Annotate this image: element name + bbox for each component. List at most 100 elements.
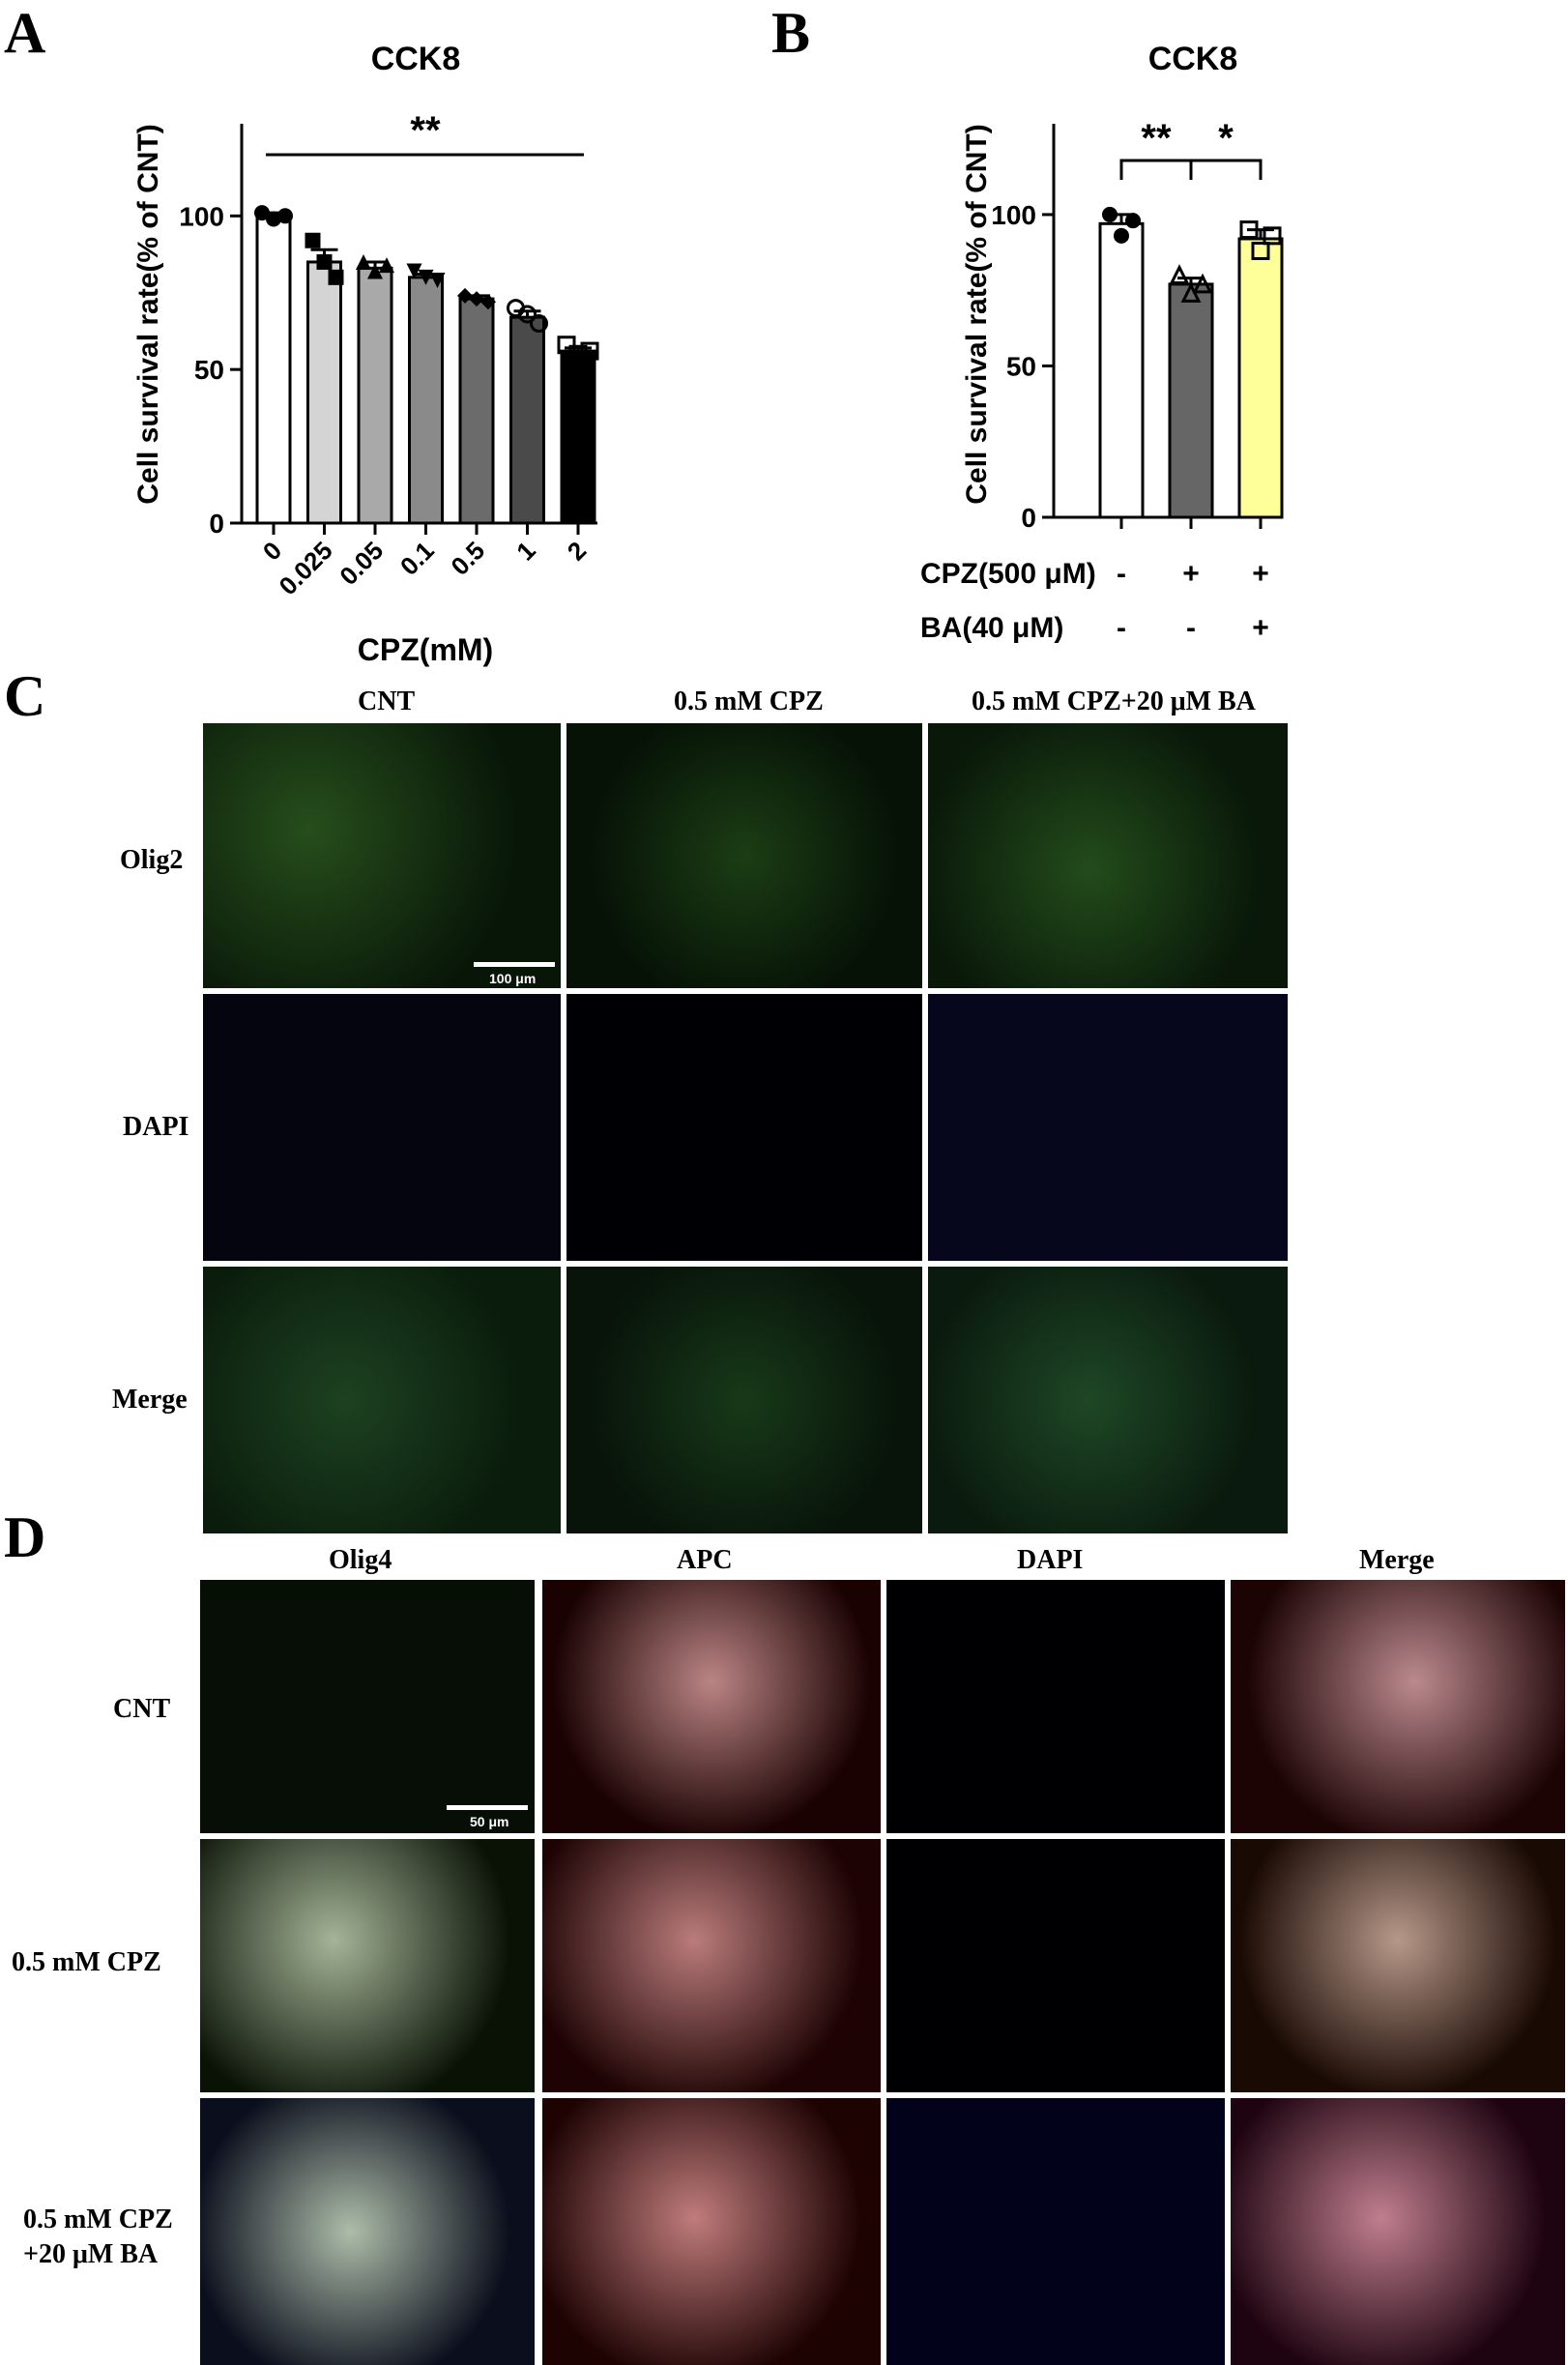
- panel-c-scale-label: 100 μm: [489, 971, 537, 986]
- chart-a-bar-1: [306, 260, 342, 525]
- chart-a-ylabel: Cell survival rate(% of CNT): [132, 124, 164, 504]
- panel-d-apc-cpz-ba-image: [542, 2098, 881, 2365]
- panel-c-col-label-cnt: CNT: [358, 686, 416, 716]
- chart-a-point-6-0: [557, 336, 576, 355]
- panel-d-merge-cpz-image: [1231, 1839, 1565, 2092]
- chart-a-point-4-0: [457, 287, 473, 304]
- chart-a-point-3-1: [418, 269, 434, 285]
- chart-a-xtick-label-6: 2: [562, 536, 592, 566]
- chart-a-point-1-0: [305, 232, 321, 248]
- chart-a-ytick-label-2: 100: [179, 201, 224, 231]
- chart-a-point-4-2: [480, 294, 496, 310]
- chart-a-point-1-1: [316, 253, 333, 270]
- chart-a-point-0-1: [266, 211, 281, 227]
- chart-b-point-2-1: [1251, 241, 1270, 260]
- panel-c-olig2-cpz-ba-image: [928, 723, 1288, 988]
- chart-b-point-0-0: [1102, 206, 1118, 222]
- chart-b-significance-label-2: *: [1218, 117, 1234, 160]
- chart-a-point-5-2: [530, 314, 548, 333]
- chart-a-point-6-2: [580, 341, 599, 361]
- chart-b-point-1-0: [1169, 264, 1190, 285]
- panel-d-dapi-cpz-ba-image: [886, 2098, 1225, 2365]
- chart-b-row-label-cpz: CPZ(500 μM): [920, 558, 1096, 590]
- chart-b-bracket-1: [1119, 159, 1193, 180]
- chart-b-row-0-value-1: +: [1182, 558, 1200, 590]
- chart-b-bar-2: [1237, 237, 1284, 519]
- chart-b-ytick-label-0: 0: [1021, 503, 1036, 533]
- chart-a-bar-3: [408, 276, 444, 525]
- chart-b-row-0-value-2: +: [1252, 558, 1269, 590]
- panel-c-merge-cpz-image: [566, 1267, 922, 1533]
- chart-b-bar-0: [1098, 221, 1145, 519]
- panel-letter-b: B: [771, 1, 811, 65]
- chart-b-title: CCK8: [1148, 41, 1238, 77]
- panel-d-col-label-olig4: Olig4: [329, 1545, 392, 1575]
- chart-a-point-5-1: [518, 305, 537, 324]
- panel-letter-d: D: [4, 1505, 46, 1569]
- panel-d-dapi-cnt-image: [886, 1580, 1225, 1833]
- panel-d-row-label-cnt: CNT: [113, 1694, 171, 1724]
- panel-d-apc-cnt-image: [542, 1580, 881, 1833]
- panel-d-olig4-cnt-image: [200, 1580, 535, 1833]
- panel-d-col-label-merge: Merge: [1359, 1545, 1435, 1575]
- panel-c-col-label-cpz-ba: 0.5 mM CPZ+20 μM BA: [972, 686, 1256, 716]
- chart-a-point-0-0: [254, 205, 270, 221]
- chart-b-bracket-2: [1189, 159, 1263, 180]
- chart-a-point-0-2: [277, 208, 293, 224]
- chart-a-ytick-label-0: 0: [209, 509, 224, 539]
- panel-c-row-label-dapi: DAPI: [123, 1112, 189, 1142]
- chart-a-xtick-label-5: 1: [510, 536, 540, 566]
- chart-a-bar-0: [255, 214, 292, 525]
- chart-b-point-0-2: [1125, 213, 1141, 229]
- chart-b-row-1-value-1: -: [1186, 612, 1196, 644]
- panel-d-scale-label: 50 μm: [470, 1814, 509, 1829]
- chart-b-point-1-2: [1192, 273, 1213, 294]
- chart-a-significance-label: **: [410, 109, 441, 152]
- panel-d-dapi-cpz-image: [886, 1839, 1225, 2092]
- chart-b-point-2-2: [1263, 226, 1282, 246]
- chart-a-point-2-1: [367, 263, 383, 279]
- chart-a-xtick-label-4: 0.5: [445, 536, 490, 581]
- panel-letter-c: C: [4, 664, 46, 728]
- chart-b-ylabel: Cell survival rate(% of CNT): [961, 124, 993, 504]
- chart-a: CCK8 Cell survival rate(% of CNT) CPZ(mM…: [132, 41, 599, 667]
- chart-a-point-1-2: [328, 269, 344, 285]
- panel-c-row-label-olig2: Olig2: [120, 845, 184, 875]
- panel-d-col-label-dapi: DAPI: [1017, 1545, 1084, 1575]
- panel-d-merge-cpz-ba-image: [1231, 2098, 1565, 2365]
- chart-b-row-label-ba: BA(40 μM): [920, 612, 1063, 644]
- chart-a-point-4-1: [469, 291, 484, 307]
- chart-b-ytick-label-2: 100: [991, 200, 1036, 230]
- panel-d-row-label-cpz-ba-line2: +20 μM BA: [23, 2239, 159, 2269]
- chart-a-ytick-label-1: 50: [194, 355, 224, 385]
- panel-d-apc-cpz-image: [542, 1839, 881, 2092]
- panel-c-dapi-cpz-image: [566, 994, 922, 1261]
- chart-a-xtick-label-0: 0: [257, 536, 287, 566]
- chart-b-row-0-value-0: -: [1117, 558, 1126, 590]
- chart-a-point-2-0: [356, 253, 371, 270]
- panel-c-row-label-merge: Merge: [112, 1385, 188, 1415]
- panel-c-dapi-cnt-image: [203, 994, 561, 1261]
- chart-b: CCK8 Cell survival rate(% of CNT) CPZ(50…: [920, 41, 1284, 644]
- panel-d-row-label-cpz-ba-line1: 0.5 mM CPZ: [23, 2204, 173, 2234]
- chart-a-point-3-2: [429, 273, 446, 289]
- panel-c-olig2-cpz-image: [566, 723, 922, 988]
- panel-c-merge-cpz-ba-image: [928, 1267, 1288, 1533]
- panel-d-scale-bar: [447, 1805, 528, 1810]
- chart-a-bar-6: [560, 349, 596, 525]
- chart-a-point-2-2: [379, 257, 394, 274]
- chart-b-ytick-label-1: 50: [1006, 351, 1036, 381]
- chart-b-significance-label-1: **: [1141, 117, 1172, 160]
- chart-a-xtick-label-2: 0.05: [334, 536, 389, 591]
- panel-d-olig4-cpz-image: [200, 1839, 535, 2092]
- panel-c-col-label-cpz: 0.5 mM CPZ: [674, 686, 824, 716]
- chart-a-point-6-1: [568, 344, 588, 364]
- chart-a-bar-4: [458, 297, 495, 525]
- chart-b-point-0-1: [1114, 227, 1129, 244]
- panel-d-row-label-cpz: 0.5 mM CPZ: [12, 1947, 161, 1977]
- chart-a-bar-2: [357, 266, 393, 525]
- panel-d-olig4-cpz-ba-image: [200, 2098, 535, 2365]
- chart-b-row-1-value-0: -: [1117, 612, 1126, 644]
- chart-a-xlabel: CPZ(mM): [358, 632, 493, 667]
- chart-a-xtick-label-1: 0.025: [274, 536, 338, 600]
